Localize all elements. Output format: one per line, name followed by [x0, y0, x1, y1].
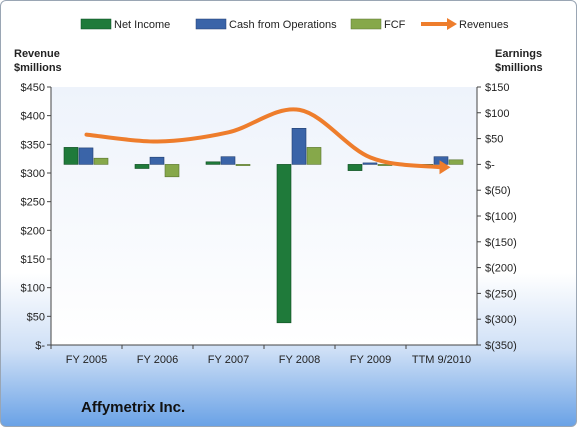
bar-cash-from-operations	[220, 156, 236, 165]
legend-item-net-income: Net Income	[80, 18, 170, 31]
category-label: FY 2007	[208, 354, 249, 366]
left-tick-label: $400	[21, 111, 45, 123]
right-tick-label: $(350)	[485, 340, 517, 352]
right-tick-label: $(150)	[485, 237, 517, 249]
legend-label-cash-from-operations: Cash from Operations	[229, 19, 337, 31]
category-axis: FY 2005 FY 2006 FY 2007 FY 2008 FY 2009 TTM 9…	[50, 345, 471, 366]
bar-cash-from-operations	[291, 128, 307, 165]
left-axis-title-line1: Revenue	[14, 48, 60, 60]
legend-arrow-revenues	[447, 18, 457, 30]
legend-item-fcf: FCF	[350, 18, 406, 31]
right-axis-title-line2: $millions	[495, 62, 543, 74]
company-name: Affymetrix Inc.	[81, 399, 186, 416]
right-axis-title-line1: Earnings	[495, 48, 542, 60]
legend-item-cash-from-operations: Cash from Operations	[195, 18, 337, 31]
bars	[63, 128, 464, 324]
right-tick-label: $150	[485, 82, 509, 94]
left-tick-label: $100	[21, 283, 45, 295]
bar-net-income	[63, 147, 79, 165]
right-tick-label: $(250)	[485, 288, 517, 300]
left-tick-label: $200	[21, 225, 45, 237]
right-tick-label: $50	[485, 134, 503, 146]
right-tick-label: $(200)	[485, 263, 517, 275]
legend-swatch-net-income	[80, 18, 112, 30]
legend-label-fcf: FCF	[384, 19, 406, 31]
category-label: TTM 9/2010	[412, 354, 471, 366]
right-tick-label: $100	[485, 108, 509, 120]
legend: Net Income Cash from Operations FCF Reve…	[80, 18, 509, 31]
revenue-line	[84, 107, 451, 175]
left-tick-label: $450	[21, 82, 45, 94]
right-tick-label: $-	[485, 159, 495, 171]
revenues-line-path	[84, 107, 444, 170]
category-label: FY 2005	[66, 354, 107, 366]
right-tick-label: $(300)	[485, 314, 517, 326]
left-tick-label: $50	[27, 311, 45, 323]
left-tick-label: $250	[21, 197, 45, 209]
category-label: FY 2008	[279, 354, 320, 366]
right-tick-label: $(100)	[485, 211, 517, 223]
left-tick-label: $350	[21, 139, 45, 151]
legend-swatch-cash-from-operations	[195, 18, 227, 30]
legend-label-revenues: Revenues	[459, 19, 509, 31]
bar-net-income	[134, 164, 150, 169]
right-tick-label: $(50)	[485, 185, 511, 197]
legend-item-revenues: Revenues	[421, 18, 509, 31]
bar-fcf	[164, 164, 180, 178]
category-label: FY 2009	[350, 354, 391, 366]
bar-net-income	[347, 164, 363, 171]
left-tick-label: $300	[21, 168, 45, 180]
category-label: FY 2006	[137, 354, 178, 366]
bar-fcf	[93, 157, 109, 165]
bar-net-income	[276, 164, 292, 324]
left-axis-title-line2: $millions	[14, 62, 62, 74]
revenues-line-arrowhead	[439, 160, 451, 175]
bar-cash-from-operations	[362, 162, 378, 165]
bar-fcf	[306, 147, 322, 165]
legend-label-net-income: Net Income	[114, 19, 170, 31]
bar-net-income	[205, 161, 221, 165]
plot-area	[51, 87, 477, 345]
bar-fcf	[235, 164, 251, 166]
left-tick-label: $150	[21, 254, 45, 266]
bar-fcf	[448, 159, 464, 165]
bar-cash-from-operations	[149, 156, 165, 165]
bar-cash-from-operations	[78, 147, 94, 165]
left-tick-label: $-	[35, 340, 45, 352]
legend-swatch-fcf	[350, 18, 382, 30]
left-axis: $- $50 $100 $150 $200 $250 $300 $350 $400 $450	[21, 82, 52, 352]
